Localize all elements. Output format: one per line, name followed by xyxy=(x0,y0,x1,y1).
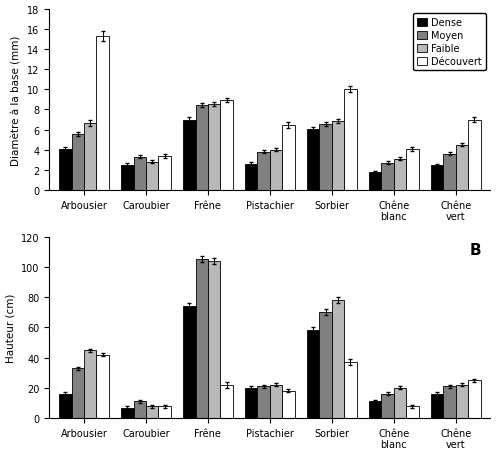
Bar xyxy=(257,152,270,191)
Text: B: B xyxy=(470,243,482,258)
Bar xyxy=(71,134,84,191)
Bar xyxy=(121,408,133,418)
Bar xyxy=(121,166,133,191)
Bar xyxy=(332,121,344,191)
Bar xyxy=(282,391,295,418)
Bar xyxy=(146,162,158,191)
Bar xyxy=(59,394,71,418)
Bar xyxy=(220,385,233,418)
Bar xyxy=(245,165,257,191)
Bar xyxy=(158,157,171,191)
Bar xyxy=(158,406,171,418)
Bar xyxy=(195,106,208,191)
Bar xyxy=(344,362,357,418)
Bar xyxy=(381,163,394,191)
Bar xyxy=(394,160,406,191)
Bar xyxy=(195,260,208,418)
Bar xyxy=(220,101,233,191)
Bar xyxy=(394,388,406,418)
Bar xyxy=(146,406,158,418)
Bar xyxy=(431,394,443,418)
Bar xyxy=(133,157,146,191)
Bar xyxy=(183,307,195,418)
Bar xyxy=(431,166,443,191)
Bar xyxy=(208,105,220,191)
Bar xyxy=(443,154,456,191)
Bar xyxy=(257,386,270,418)
Bar xyxy=(245,388,257,418)
Y-axis label: Hauteur (cm): Hauteur (cm) xyxy=(5,293,15,362)
Bar xyxy=(332,300,344,418)
Bar xyxy=(84,350,96,418)
Bar xyxy=(319,313,332,418)
Bar xyxy=(456,385,468,418)
Bar xyxy=(443,386,456,418)
Bar xyxy=(468,380,481,418)
Bar xyxy=(307,331,319,418)
Bar xyxy=(319,124,332,191)
Bar xyxy=(270,151,282,191)
Bar xyxy=(406,406,419,418)
Legend: Dense, Moyen, Faible, Découvert: Dense, Moyen, Faible, Découvert xyxy=(414,15,486,71)
Bar xyxy=(468,120,481,191)
Bar xyxy=(456,146,468,191)
Bar xyxy=(133,402,146,418)
Bar xyxy=(96,37,109,191)
Y-axis label: Diamètre à la base (mm): Diamètre à la base (mm) xyxy=(12,35,22,165)
Bar xyxy=(282,125,295,191)
Bar xyxy=(208,261,220,418)
Bar xyxy=(59,149,71,191)
Bar xyxy=(183,120,195,191)
Bar xyxy=(307,129,319,191)
Bar xyxy=(369,402,381,418)
Bar xyxy=(270,385,282,418)
Bar xyxy=(381,394,394,418)
Bar xyxy=(71,369,84,418)
Bar xyxy=(84,123,96,191)
Bar xyxy=(406,149,419,191)
Bar xyxy=(369,172,381,191)
Bar xyxy=(96,355,109,418)
Text: A: A xyxy=(470,15,482,30)
Bar xyxy=(344,90,357,191)
